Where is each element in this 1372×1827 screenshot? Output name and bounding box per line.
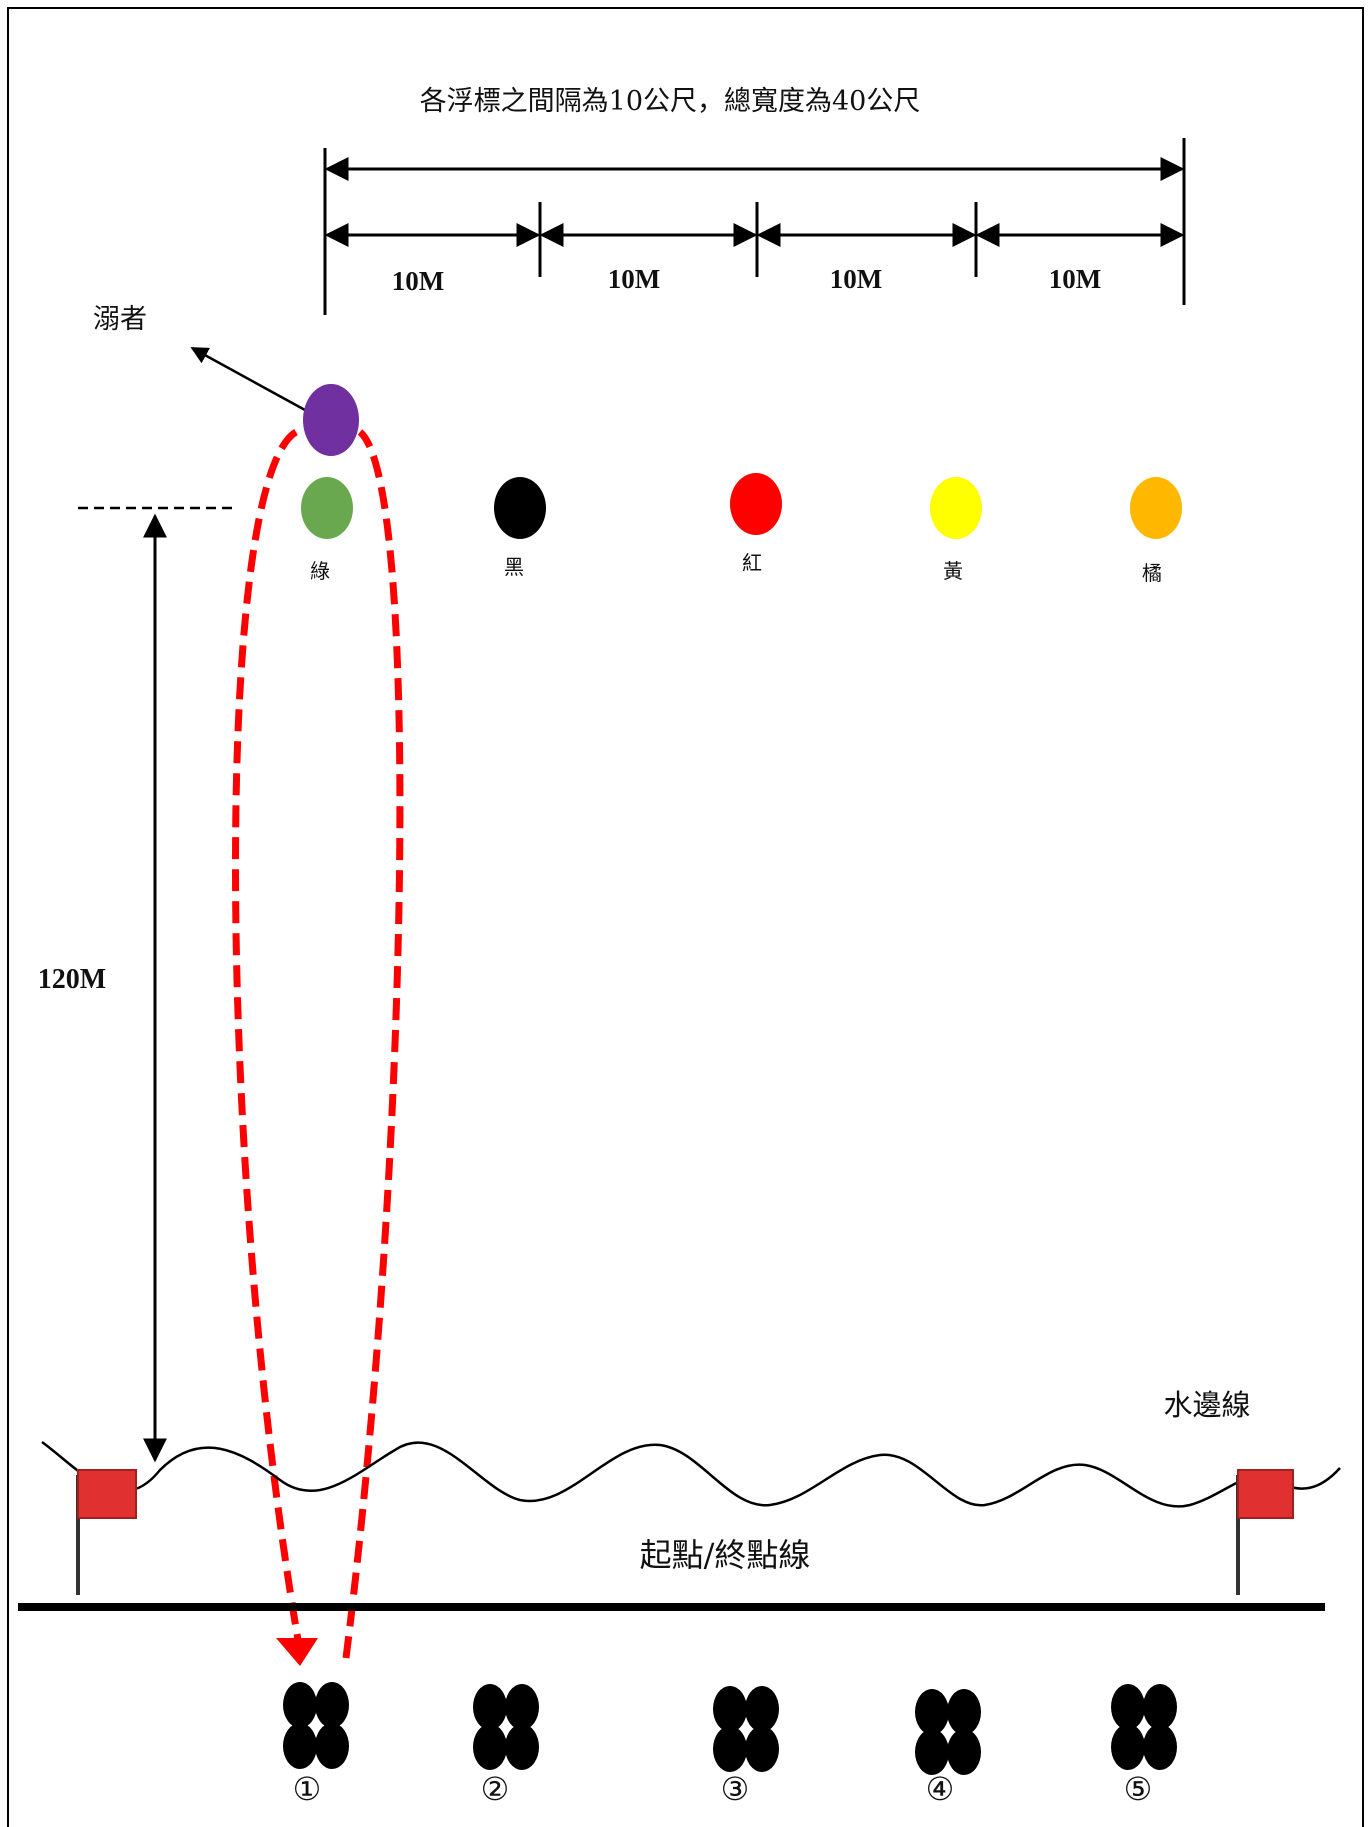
flag-left: [77, 1469, 137, 1519]
segment-label-4: 10M: [1049, 264, 1101, 294]
buoy-green: [301, 477, 353, 539]
buoy-black: [494, 477, 546, 539]
distance-label: 120M: [38, 964, 106, 995]
rescue-path: [232, 428, 302, 1641]
buoy-red: [730, 473, 782, 535]
rescuer-group-3: [713, 1686, 779, 1772]
group-label-1: ①: [293, 1770, 322, 1808]
waterline-label: 水邊線: [1163, 1388, 1250, 1422]
start-finish-label: 起點/終點線: [640, 1536, 811, 1574]
buoy-label-yellow: 黃: [943, 559, 963, 583]
rescue-return-path: [342, 429, 404, 1659]
drowning-pointer-arrow: [190, 346, 306, 412]
buoy-label-black: 黑: [504, 555, 524, 579]
segment-label-3: 10M: [830, 264, 882, 294]
rescuer-group-2: [473, 1684, 539, 1770]
rescue-path-arrowhead: [276, 1638, 318, 1666]
header-text: 各浮標之間隔為10公尺，總寬度為40公尺: [420, 86, 921, 117]
buoy-orange: [1130, 477, 1182, 539]
buoy-label-red: 紅: [742, 551, 762, 575]
group-label-2: ②: [481, 1770, 510, 1808]
rescuer-group-4: [915, 1689, 981, 1775]
buoy-label-orange: 橘: [1142, 561, 1162, 585]
segment-label-2: 10M: [608, 264, 660, 294]
drowning-label: 溺者: [93, 304, 147, 335]
group-label-4: ④: [926, 1770, 955, 1808]
page-border: [7, 7, 1364, 1827]
drowning-person-marker: [303, 384, 359, 456]
waterline-wave: [41, 1440, 1341, 1508]
buoy-yellow: [930, 477, 982, 539]
segment-label-1: 10M: [392, 266, 444, 296]
rescuer-group-1: [283, 1682, 349, 1769]
buoy-label-green: 綠: [310, 559, 330, 583]
rescuer-group-5: [1111, 1684, 1177, 1770]
group-label-5: ⑤: [1124, 1770, 1153, 1808]
group-label-3: ③: [721, 1770, 750, 1808]
flag-right: [1237, 1469, 1294, 1519]
